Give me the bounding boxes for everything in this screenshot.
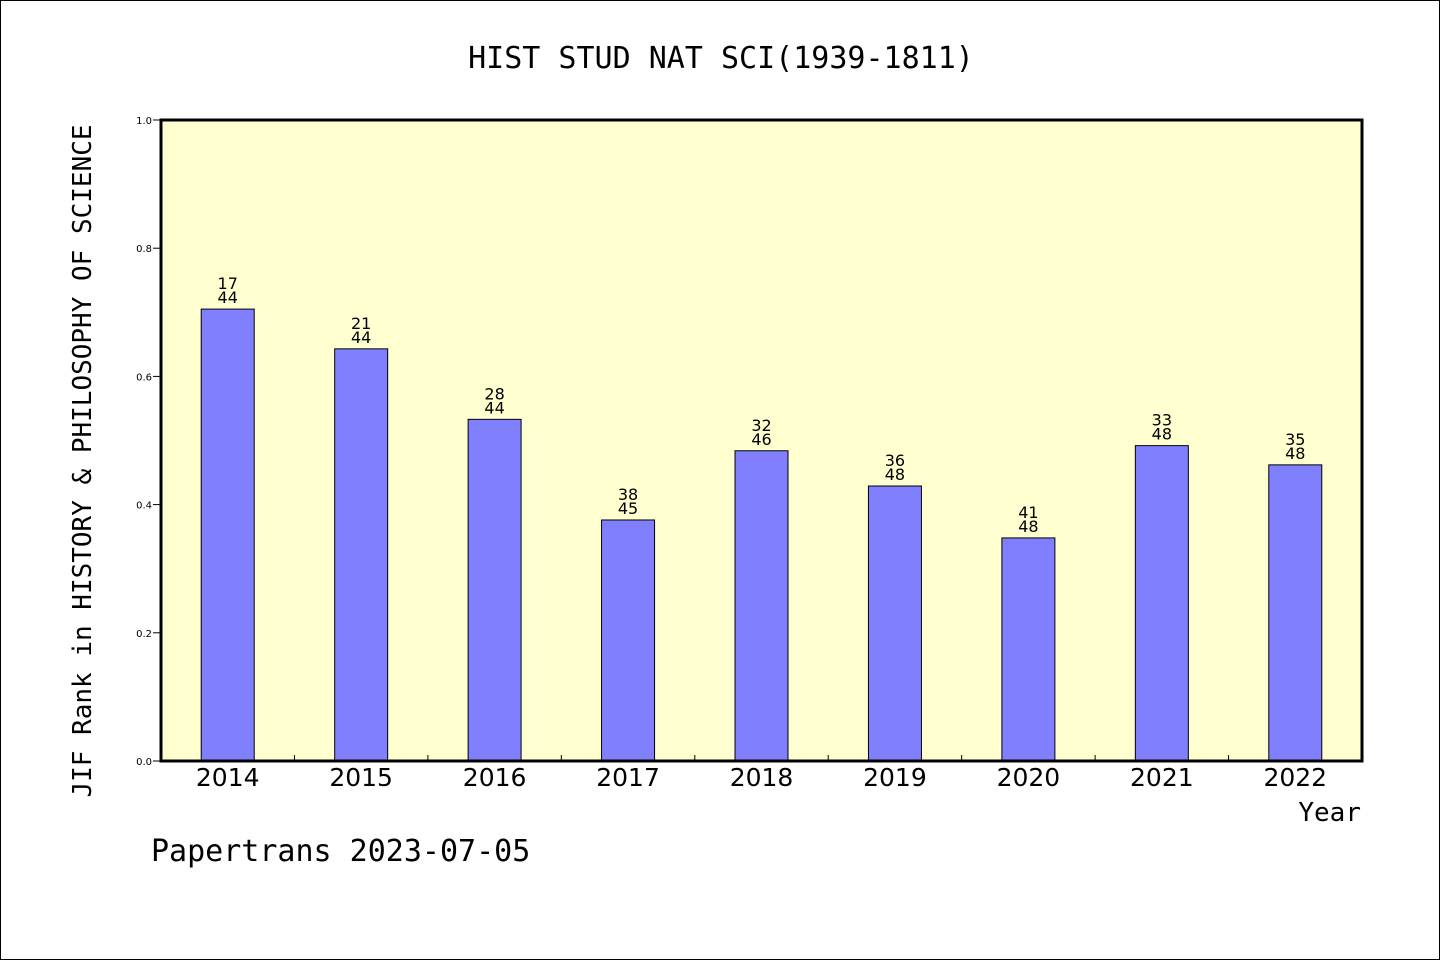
bar-rank-label: 36 xyxy=(885,451,905,470)
bar-total-label: 48 xyxy=(1152,425,1172,444)
bar xyxy=(1268,464,1323,762)
bar-rank-label: 33 xyxy=(1152,411,1172,430)
y-tick-label: 0.8 xyxy=(136,244,152,255)
x-tick-label: 2015 xyxy=(329,763,393,792)
x-tick-label: 2020 xyxy=(997,763,1061,792)
bar-rank-label: 32 xyxy=(751,416,771,435)
bar-total-label: 48 xyxy=(885,465,905,484)
y-tick-label: 1.0 xyxy=(136,116,152,127)
bar-rank-label: 35 xyxy=(1285,430,1305,449)
y-tick-label: 0.6 xyxy=(136,372,152,383)
y-axis-label: JIF Rank in HISTORY & PHILOSOPHY OF SCIE… xyxy=(68,124,98,797)
bar xyxy=(867,485,922,762)
x-tick-label: 2014 xyxy=(196,763,260,792)
bar xyxy=(1001,537,1056,762)
bar-rank-label: 17 xyxy=(218,274,238,293)
bar xyxy=(200,308,255,762)
y-tick-label: 0.4 xyxy=(136,501,152,512)
bar-rank-label: 41 xyxy=(1018,503,1038,522)
bar xyxy=(734,450,789,762)
bar-total-label: 44 xyxy=(218,288,238,307)
bar-total-label: 44 xyxy=(351,328,371,347)
chart-title: HIST STUD NAT SCI(1939-1811) xyxy=(468,41,974,76)
bar xyxy=(601,519,656,762)
x-axis-label: Year xyxy=(1298,798,1361,828)
bar xyxy=(1134,445,1189,762)
x-tick-label: 2021 xyxy=(1130,763,1194,792)
y-tick-label: 0.2 xyxy=(136,629,152,640)
bar-total-label: 45 xyxy=(618,499,638,518)
bar-total-label: 48 xyxy=(1018,517,1038,536)
x-tick-label: 2017 xyxy=(596,763,660,792)
bar-total-label: 44 xyxy=(484,398,504,417)
bar xyxy=(334,348,389,762)
bar-total-label: 46 xyxy=(751,430,771,449)
bar-rank-label: 38 xyxy=(618,485,638,504)
bar-total-label: 48 xyxy=(1285,444,1305,463)
x-tick-label: 2022 xyxy=(1263,763,1327,792)
bar-rank-label: 21 xyxy=(351,314,371,333)
x-tick-label: 2016 xyxy=(463,763,527,792)
plot-border xyxy=(159,118,1364,763)
bar-rank-label: 28 xyxy=(484,384,504,403)
x-tick-label: 2018 xyxy=(730,763,794,792)
bar xyxy=(467,418,522,762)
y-tick-label: 0.0 xyxy=(136,757,152,768)
x-tick-label: 2019 xyxy=(863,763,927,792)
footer-credit: Papertrans 2023-07-05 xyxy=(151,834,531,869)
